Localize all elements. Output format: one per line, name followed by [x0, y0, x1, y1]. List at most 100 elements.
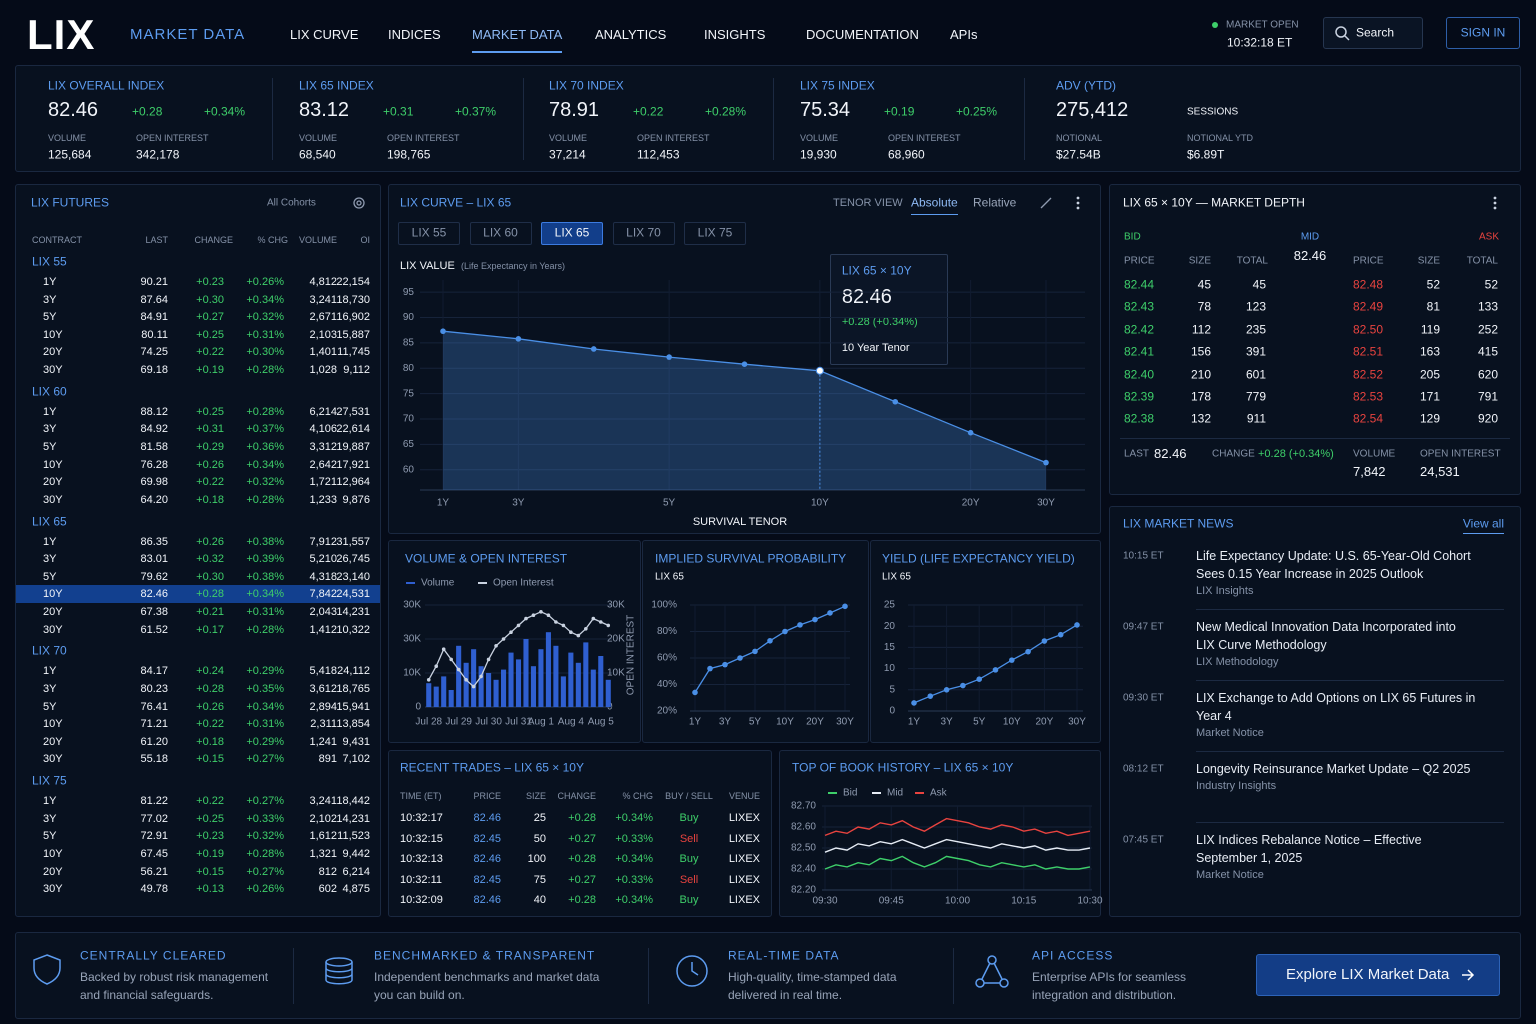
depth-cell: 112: [1191, 322, 1211, 337]
depth-cell: 82.41: [1124, 344, 1155, 359]
futures-cell: 71.21: [140, 718, 168, 731]
news-divider: [1196, 609, 1504, 610]
futures-cell: 30Y: [43, 623, 63, 636]
depth-cell: 82.40: [1124, 367, 1155, 381]
news-divider: [1196, 680, 1504, 681]
column-header: CHANGE: [194, 235, 233, 246]
futures-cell: 1,721: [309, 476, 337, 489]
news-headline[interactable]: LIX Indices Rebalance Notice – Effective…: [1196, 833, 1422, 865]
depth-oi: 24,531: [1420, 463, 1460, 479]
futures-cell: +0.38%: [246, 535, 284, 548]
index-value: 78.91: [549, 99, 600, 121]
product-tab-label: LIX 60: [483, 225, 518, 240]
futures-cell: 90.21: [140, 275, 168, 288]
product-tab-label: LIX 75: [697, 225, 733, 240]
product-tab[interactable]: [541, 222, 603, 245]
news-headline[interactable]: Longevity Reinsurance Market Update – Q2…: [1196, 762, 1471, 776]
nav-link[interactable]: INSIGHTS: [704, 26, 766, 42]
product-tab[interactable]: [398, 222, 460, 245]
feature-divider: [293, 948, 294, 1004]
futures-cell: 15,887: [336, 328, 370, 341]
volume-value: 37,214: [549, 147, 586, 162]
oi-value: 342,178: [136, 147, 180, 162]
nav-link[interactable]: ANALYTICS: [595, 26, 667, 42]
futures-cell: +0.26: [196, 458, 224, 471]
nav-link[interactable]: MARKET DATA: [472, 26, 563, 42]
futures-cell: +0.29%: [246, 735, 284, 748]
news-headline[interactable]: New Medical Innovation Data Incorporated…: [1196, 620, 1456, 652]
news-item[interactable]: LIX Exchange to Add Options on LIX 65 Fu…: [1196, 689, 1476, 742]
column-header: CONTRACT: [32, 235, 82, 246]
notional-ytd-value: $6.89T: [1187, 147, 1225, 162]
nav-active-underline: [472, 51, 562, 53]
view-toggle[interactable]: Relative: [973, 195, 1017, 210]
futures-cell: +0.22: [196, 346, 224, 359]
news-source: Market Notice: [1196, 869, 1264, 881]
nav-link[interactable]: INDICES: [388, 26, 441, 42]
depth-cell: 82.39: [1124, 389, 1155, 404]
news-item[interactable]: New Medical Innovation Data Incorporated…: [1196, 618, 1476, 671]
y-axis-label: LIX VALUE: [400, 259, 455, 272]
futures-cell: 10Y: [43, 328, 63, 341]
sign-in-button[interactable]: [1446, 17, 1520, 49]
futures-cell: 64.20: [140, 493, 168, 506]
depth-cell: 779: [1245, 389, 1266, 404]
trade-cell: +0.34%: [615, 852, 653, 865]
futures-cell: 1,612: [309, 830, 337, 843]
futures-cell: 602: [318, 883, 337, 896]
futures-cell: 3Y: [43, 812, 57, 825]
futures-cell: +0.25: [196, 812, 224, 825]
trades-header: CHANGE: [557, 791, 596, 802]
notional-ytd-label: NOTIONAL YTD: [1187, 133, 1254, 144]
oi-label: OPEN INTEREST: [637, 133, 710, 144]
futures-cell: 20Y: [43, 865, 63, 878]
product-tab[interactable]: [684, 222, 746, 245]
product-tab[interactable]: [469, 222, 532, 245]
depth-cell: 82.42: [1124, 322, 1155, 337]
group-name: LIX 65: [32, 514, 67, 528]
futures-cell: 72.91: [140, 830, 168, 843]
futures-cell: 10Y: [43, 847, 63, 860]
futures-cell: +0.28%: [246, 623, 284, 636]
depth-header: PRICE: [1124, 255, 1155, 267]
futures-cell: 81.22: [140, 795, 168, 808]
nav-link[interactable]: LIX CURVE: [290, 26, 359, 42]
futures-cell: +0.31: [196, 423, 224, 436]
cta-button[interactable]: [1256, 954, 1500, 996]
depth-cell: 178: [1190, 389, 1211, 404]
feature-divider: [648, 948, 649, 1004]
news-headline[interactable]: Life Expectancy Update: U.S. 65-Year-Old…: [1196, 549, 1471, 581]
column-header: % CHG: [257, 235, 288, 246]
news-panel: [1109, 506, 1521, 917]
index-divider: [1024, 78, 1025, 160]
futures-cell: 812: [318, 865, 337, 878]
depth-cell: 82.49: [1353, 299, 1384, 314]
futures-cell: 61.52: [140, 623, 168, 636]
nav-link[interactable]: DOCUMENTATION: [806, 26, 919, 42]
futures-cell: 22,154: [336, 275, 370, 288]
news-item[interactable]: LIX Indices Rebalance Notice – Effective…: [1196, 831, 1476, 884]
view-toggle[interactable]: Absolute: [911, 195, 958, 210]
cohort-filter[interactable]: All Cohorts: [267, 197, 316, 209]
volume-value: 19,930: [800, 147, 837, 162]
futures-cell: 30Y: [43, 363, 63, 376]
trade-cell: +0.33%: [615, 832, 653, 845]
futures-cell: 80.11: [141, 328, 168, 341]
product-tab[interactable]: [612, 222, 675, 245]
depth-cell: 205: [1419, 367, 1440, 381]
news-item[interactable]: Life Expectancy Update: U.S. 65-Year-Old…: [1196, 547, 1476, 600]
depth-header: PRICE: [1353, 255, 1384, 267]
futures-cell: +0.22: [196, 476, 224, 489]
view-all-link[interactable]: View all: [1462, 516, 1504, 531]
futures-cell: +0.23: [196, 830, 224, 843]
feature-title: API ACCESS: [1032, 948, 1114, 963]
index-change: +0.22: [633, 104, 664, 119]
futures-cell: 2,043: [309, 605, 337, 618]
trades-header: VENUE: [728, 791, 760, 802]
futures-cell: 26,745: [336, 553, 370, 566]
nav-link[interactable]: APIs: [950, 26, 978, 42]
news-headline[interactable]: LIX Exchange to Add Options on LIX 65 Fu…: [1196, 691, 1476, 723]
news-item[interactable]: Longevity Reinsurance Market Update – Q2…: [1196, 760, 1476, 795]
futures-cell: +0.17: [196, 623, 224, 636]
depth-cell: 82.54: [1353, 411, 1384, 426]
